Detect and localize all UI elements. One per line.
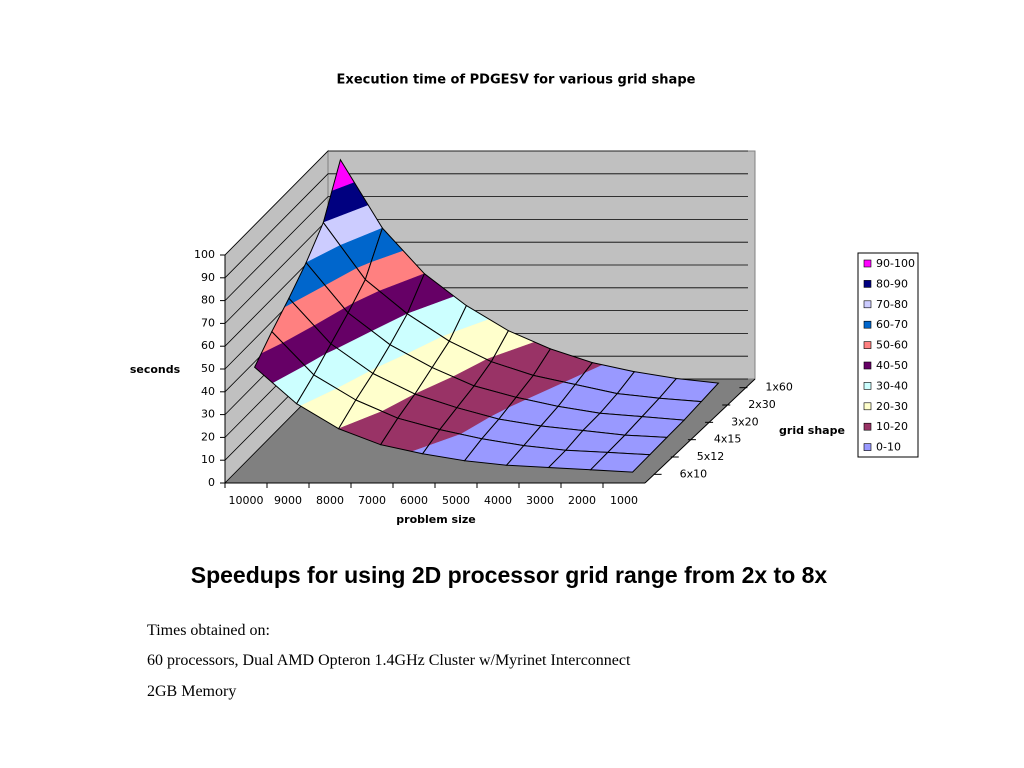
legend-swatch [863,259,872,268]
grid-line [224,150,748,256]
x-tick-label: 4000 [484,494,512,507]
legend-label: 50-60 [876,339,908,352]
note: 60 processors, Dual AMD Opteron 1.4GHz C… [147,652,631,669]
legend-swatch [863,341,872,349]
y-tick-label: 70 [201,316,215,329]
y-axis-title: seconds [130,363,181,376]
legend-label: 80-90 [876,277,908,290]
legend-swatch [863,422,872,431]
y-tick-label: 0 [208,476,215,489]
grid-line [224,196,748,301]
note: Times obtained on: [147,622,270,639]
legend-label: 60-70 [876,318,908,331]
x-tick-label: 5000 [442,494,470,507]
heading: Speedups for using 2D processor grid ran… [190,562,828,588]
z-tick-label: 2x30 [748,398,776,411]
y-tick-label: 50 [201,362,215,375]
z-tick-label: 1x60 [765,381,793,394]
legend-label: 0-10 [876,441,901,454]
legend-label: 90-100 [876,257,915,270]
y-tick-label: 90 [201,271,215,284]
z-axis [644,378,756,484]
legend-swatch [863,361,872,370]
z-tick-label: 6x10 [680,467,708,480]
legend-swatch [863,280,872,288]
x-tick-label: 8000 [316,494,344,507]
legend-label: 10-20 [876,420,908,433]
x-tick-label: 3000 [526,494,554,507]
x-tick-label: 7000 [358,494,386,507]
grid-line [224,173,748,279]
x-tick-label: 1000 [610,494,638,507]
legend-label: 20-30 [876,400,908,413]
legend-swatch [863,443,872,451]
legend-label: 30-40 [876,379,908,392]
z-tick-label: 4x15 [714,433,742,446]
legend-swatch [863,320,872,329]
legend-label: 70-80 [876,298,908,311]
x-tick-label: 6000 [400,494,428,507]
legend-swatch [863,402,872,411]
y-tick-label: 60 [201,339,215,352]
y-tick-label: 40 [201,385,215,398]
x-tick-label: 2000 [568,494,596,507]
x-axis-title: problem size [396,513,475,526]
x-tick-label: 10000 [229,494,264,507]
y-tick-label: 20 [201,430,215,443]
legend-label: 40-50 [876,359,908,372]
z-tick-label: 5x12 [697,450,725,463]
chart: Execution time of PDGESV for various gri… [130,73,919,526]
chart-title: Execution time of PDGESV for various gri… [337,73,696,88]
surface-cell [589,451,651,473]
z-axis-title: grid shape [779,424,845,437]
y-tick-label: 30 [201,408,215,421]
legend-swatch [863,300,872,309]
y-tick-label: 80 [201,294,215,307]
x-tick-label: 9000 [274,494,302,507]
z-tick-label: 3x20 [731,415,759,428]
legend-swatch [863,382,872,390]
y-tick-label: 10 [201,453,215,466]
y-tick-label: 100 [194,248,215,261]
note: 2GB Memory [147,683,237,700]
